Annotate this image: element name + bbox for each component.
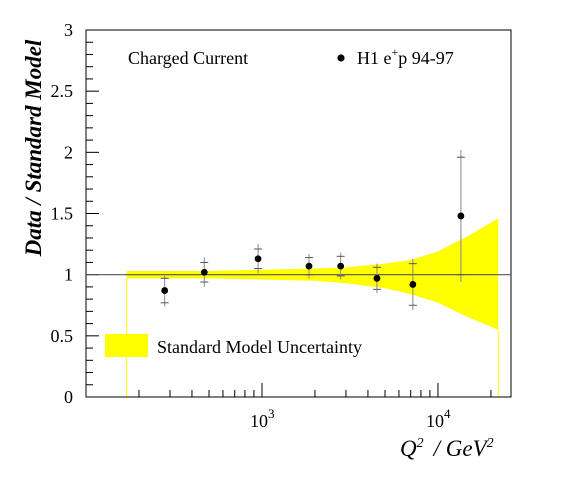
x-tick-label: 103 [250, 406, 275, 431]
uncertainty-band [126, 218, 499, 330]
data-point [305, 262, 313, 270]
legend-band-label: Standard Model Uncertainty [157, 337, 362, 357]
x-tick-label: 104 [426, 406, 451, 431]
data-points-layer [160, 149, 465, 311]
x-axis-title: Q2/ GeV2 [400, 436, 494, 461]
y-tick-label: 0 [64, 387, 73, 407]
legend-data-sup: + [392, 45, 399, 59]
data-point [337, 262, 345, 270]
legend-data-prefix: H1 e [357, 48, 392, 68]
data-point [254, 255, 262, 263]
process-label: Charged Current [128, 48, 248, 68]
y-tick-label: 1 [64, 265, 73, 285]
y-tick-label: 3 [64, 20, 73, 40]
x-tick-label-base: 10 [250, 411, 268, 431]
legend-band-swatch [105, 334, 148, 357]
data-point [457, 212, 465, 220]
y-tick-label: 2.5 [51, 81, 74, 101]
y-tick-label: 2 [64, 142, 73, 162]
uncertainty-band-layer [126, 218, 499, 397]
legend-data-suffix: p 94-97 [398, 48, 454, 68]
data-point [161, 287, 169, 294]
x-tick-label-exp: 3 [268, 406, 275, 421]
data-point [200, 268, 208, 276]
x-axis-title-exp: 2 [417, 436, 424, 451]
x-axis-title-unit-exp: 2 [487, 436, 494, 451]
x-tick-label-exp: 4 [444, 406, 451, 421]
x-tick-label-base: 10 [426, 411, 444, 431]
y-tick-label: 1.5 [51, 204, 74, 224]
data-point [409, 281, 417, 288]
x-axis-title-unit: / GeV [432, 436, 490, 461]
x-axis-title-main: Q [400, 436, 417, 461]
data-point [373, 274, 381, 282]
legend-data-marker [337, 54, 345, 62]
y-axis-title: Data / Standard Model [21, 39, 46, 257]
legend-data-label: H1 e+p 94-97 [357, 45, 454, 68]
y-tick-label: 0.5 [51, 326, 74, 346]
